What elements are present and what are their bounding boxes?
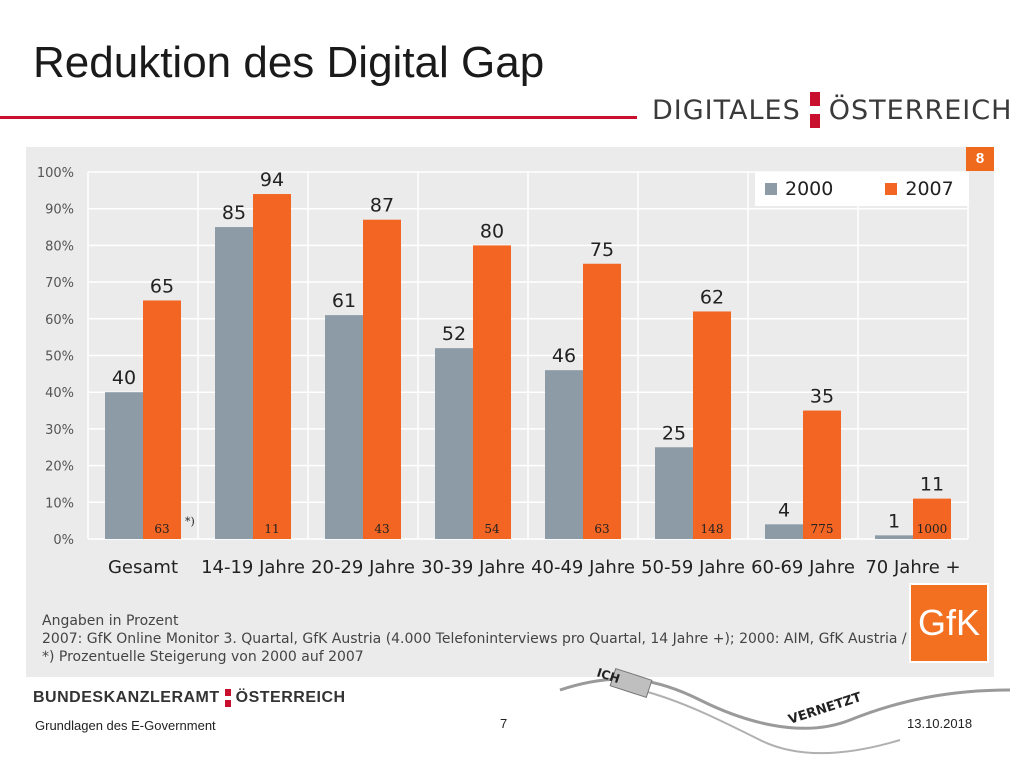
bar-2000 bbox=[105, 392, 143, 539]
y-tick-label: 100% bbox=[37, 166, 74, 181]
data-label-2007: 65 bbox=[150, 275, 174, 297]
bar-2000 bbox=[875, 535, 913, 539]
data-label-2000: 52 bbox=[442, 323, 466, 345]
bar-2000 bbox=[435, 348, 473, 539]
cable-label: VERNETZT bbox=[787, 690, 864, 728]
brand-left-text: DIGITALES bbox=[652, 94, 801, 126]
bar-2000 bbox=[765, 524, 803, 539]
growth-label: 11 bbox=[264, 522, 279, 536]
x-tick-label: 60-69 Jahre bbox=[751, 557, 855, 578]
data-label-2007: 87 bbox=[370, 195, 394, 217]
footer-page-number: 7 bbox=[500, 716, 508, 731]
growth-marker: *) bbox=[185, 515, 195, 528]
legend-label-2007: 2007 bbox=[905, 178, 954, 200]
y-tick-label: 80% bbox=[45, 239, 74, 254]
note-source: 2007: GfK Online Monitor 3. Quartal, GfK… bbox=[42, 631, 981, 647]
legend-swatch-2000 bbox=[765, 183, 777, 195]
growth-label: 43 bbox=[374, 522, 389, 536]
growth-label: 63 bbox=[154, 522, 169, 536]
footer-date: 13.10.2018 bbox=[907, 716, 973, 731]
bar-2007 bbox=[583, 263, 621, 539]
y-tick-label: 10% bbox=[45, 496, 74, 511]
growth-label: 63 bbox=[594, 522, 609, 536]
bar-2007 bbox=[473, 245, 511, 539]
ministry-mark-icon bbox=[224, 688, 231, 708]
bar-2007 bbox=[143, 300, 181, 539]
data-label-2000: 40 bbox=[112, 367, 136, 389]
page-badge: 8 bbox=[966, 147, 994, 171]
y-tick-label: 0% bbox=[53, 533, 74, 548]
slide-title: Reduktion des Digital Gap bbox=[33, 38, 545, 87]
data-label-2007: 11 bbox=[920, 474, 944, 496]
bar-2007 bbox=[693, 311, 731, 539]
growth-label: 1000 bbox=[917, 522, 948, 536]
x-tick-label: Gesamt bbox=[108, 557, 178, 578]
x-tick-label: 50-59 Jahre bbox=[641, 557, 745, 578]
chart-panel: 0% 10% 20% 30% 40% 50% 60% 70% 80% 90% 100% 40 65 63 *… bbox=[26, 147, 994, 677]
y-tick-label: 50% bbox=[45, 350, 74, 365]
digitales-oesterreich-logo: DIGITALES ÖSTERREICH bbox=[652, 90, 1012, 130]
note-units: Angaben in Prozent bbox=[42, 613, 179, 629]
ministry-left-text: BUNDESKANZLERAMT bbox=[33, 689, 220, 706]
bar-2007 bbox=[803, 410, 841, 539]
chart-legend: 2000 2007 bbox=[755, 172, 969, 206]
bar-2000 bbox=[655, 447, 693, 539]
bar-chart: 0% 10% 20% 30% 40% 50% 60% 70% 80% 90% 100% 40 65 63 *… bbox=[37, 166, 969, 578]
data-label-2007: 75 bbox=[590, 239, 614, 261]
bar-2000 bbox=[545, 370, 583, 539]
y-tick-label: 30% bbox=[45, 423, 74, 438]
data-label-2000: 1 bbox=[888, 510, 900, 532]
x-tick-label: 40-49 Jahre bbox=[531, 557, 635, 578]
y-tick-label: 60% bbox=[45, 313, 74, 328]
y-tick-label: 40% bbox=[45, 386, 74, 401]
legend-item-2007: 2007 bbox=[885, 178, 954, 200]
gfk-logo: GfK bbox=[909, 583, 989, 663]
data-label-2000: 61 bbox=[332, 290, 356, 312]
data-label-2000: 25 bbox=[662, 422, 686, 444]
data-label-2007: 80 bbox=[480, 220, 504, 242]
y-tick-label: 70% bbox=[45, 276, 74, 291]
ministry-right-text: ÖSTERREICH bbox=[235, 689, 346, 706]
x-tick-label: 30-39 Jahre bbox=[421, 557, 525, 578]
x-tick-label: 70 Jahre + bbox=[865, 557, 960, 578]
growth-label: 148 bbox=[701, 522, 724, 536]
data-label-2007: 94 bbox=[260, 169, 284, 191]
bar-2000 bbox=[325, 315, 363, 539]
x-tick-label: 14-19 Jahre bbox=[201, 557, 305, 578]
brand-right-text: ÖSTERREICH bbox=[828, 94, 1013, 126]
y-tick-label: 90% bbox=[45, 203, 74, 218]
data-label-2000: 85 bbox=[222, 202, 246, 224]
footer-course-title: Grundlagen des E-Government bbox=[35, 718, 216, 733]
chart-notes: Angaben in Prozent 2007: GfK Online Moni… bbox=[42, 612, 980, 666]
bar-2007 bbox=[363, 219, 401, 539]
bundeskanzleramt-logo: BUNDESKANZLERAMT ÖSTERREICH bbox=[33, 688, 346, 708]
data-label-2000: 4 bbox=[778, 499, 790, 521]
legend-label-2000: 2000 bbox=[785, 178, 834, 200]
bar-2000 bbox=[215, 227, 253, 540]
data-label-2007: 35 bbox=[810, 386, 834, 408]
data-label-2000: 46 bbox=[552, 345, 576, 367]
legend-item-2000: 2000 bbox=[765, 178, 833, 200]
growth-label: 54 bbox=[484, 522, 500, 536]
title-rule bbox=[0, 116, 637, 119]
growth-label: 775 bbox=[811, 522, 834, 536]
note-footnote: *) Prozentuelle Steigerung von 2000 auf … bbox=[42, 649, 364, 665]
bar-2007 bbox=[913, 498, 951, 539]
bar-2007 bbox=[253, 194, 291, 539]
brand-mark-icon bbox=[809, 90, 820, 130]
data-label-2007: 62 bbox=[700, 286, 724, 308]
legend-swatch-2007 bbox=[885, 183, 898, 195]
y-tick-label: 20% bbox=[45, 460, 74, 475]
x-tick-label: 20-29 Jahre bbox=[311, 557, 415, 578]
